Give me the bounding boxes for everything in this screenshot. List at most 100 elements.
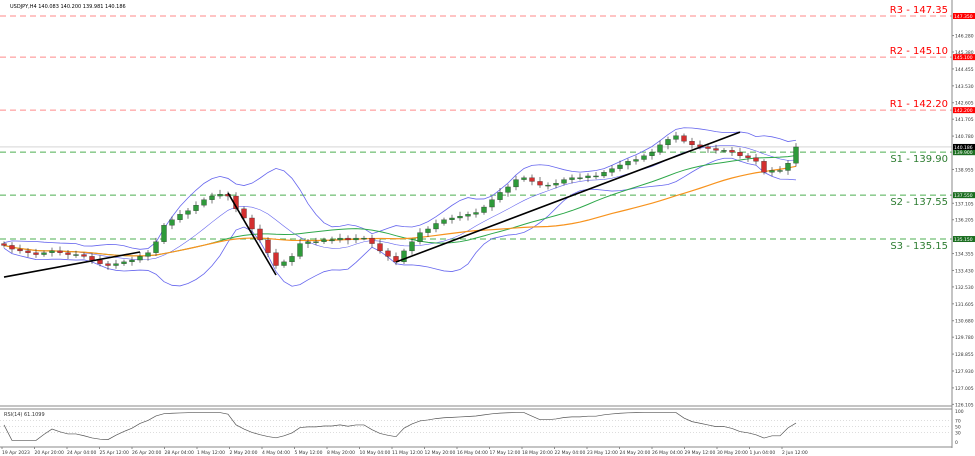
x-tick-label: 23 May 12:00: [587, 450, 618, 456]
x-tick-label: 19 Apr 2023: [2, 450, 30, 456]
chart-title: USDJPY,H4 140.083 140.200 139.981 140.18…: [10, 4, 126, 10]
level-price-box-label: 139.900: [954, 150, 973, 156]
level-label: R2 - 145.10: [890, 46, 948, 57]
x-tick-label: 4 May 04:00: [262, 450, 290, 456]
candle-body: [321, 239, 327, 242]
x-tick-label: 16 May 04:00: [457, 450, 488, 456]
candle-body: [113, 263, 119, 266]
x-tick-label: 29 May 12:00: [685, 450, 716, 456]
bollinger-middle: [3, 145, 797, 260]
candle-body: [385, 250, 391, 257]
level-price-box: [953, 192, 975, 199]
candle-body: [601, 172, 607, 177]
candle-body: [497, 192, 503, 200]
level-price-box: [953, 54, 975, 61]
rsi-line: [3, 412, 797, 441]
moving-average-slow: [3, 165, 797, 257]
y-tick-label: 140.780: [955, 134, 974, 140]
level-label: R3 - 147.35: [890, 5, 948, 16]
candle-body: [185, 210, 191, 215]
x-tick-label: 12 May 20:00: [425, 450, 456, 456]
candle-body: [257, 228, 263, 241]
candle-body: [553, 183, 559, 186]
level-price-box: [953, 107, 975, 114]
candle-body: [217, 194, 223, 197]
y-tick-label: 143.530: [955, 84, 974, 90]
candle-body: [297, 243, 303, 257]
candle-body: [617, 164, 623, 169]
candle-body: [465, 214, 471, 217]
candle-body: [369, 237, 375, 244]
level-label: S2 - 137.55: [890, 197, 948, 208]
candle-body: [489, 199, 495, 208]
y-tick-label: 137.105: [955, 201, 974, 207]
bollinger-upper: [3, 127, 797, 250]
candle-body: [609, 168, 615, 173]
y-tick-label: 142.605: [955, 101, 974, 107]
candle-body: [25, 250, 31, 253]
candle-body: [425, 228, 431, 233]
candle-body: [97, 259, 103, 264]
candle-body: [417, 232, 423, 242]
candle-body: [289, 256, 295, 263]
candle-body: [689, 141, 695, 146]
current-price-box: [953, 143, 975, 150]
candle-body: [481, 206, 487, 213]
candle-body: [521, 177, 527, 180]
x-tick-label: 2 May 20:00: [230, 450, 258, 456]
candle-body: [545, 184, 551, 187]
candle-body: [441, 219, 447, 224]
rsi-tick-label: 0: [955, 440, 958, 446]
candle-body: [209, 195, 215, 200]
candle-body: [633, 159, 639, 162]
level-price-box-label: 145.100: [954, 55, 973, 61]
level-price-box-label: 135.150: [954, 237, 973, 243]
x-tick-label: 2 Jun 12:00: [782, 450, 808, 456]
x-tick-label: 20 Apr 20:00: [35, 450, 64, 456]
level-price-box-label: 137.550: [954, 193, 973, 199]
rsi-label: RSI(14) 61.1099: [4, 412, 45, 418]
candle-body: [313, 241, 319, 243]
candle-body: [81, 254, 87, 257]
y-tick-label: 130.680: [955, 319, 974, 325]
candle-body: [785, 163, 791, 171]
y-tick-label: 128.855: [955, 352, 974, 358]
candle-body: [177, 214, 183, 220]
candle-body: [241, 208, 247, 219]
candle-body: [89, 256, 95, 261]
candle-body: [41, 252, 47, 255]
y-tick-label: 132.530: [955, 285, 974, 291]
candle-body: [625, 161, 631, 166]
candle-body: [793, 146, 799, 164]
candle-body: [57, 250, 63, 253]
x-tick-label: 18 May 20:00: [522, 450, 553, 456]
level-label: S1 - 139.90: [890, 154, 948, 165]
rsi-tick-label: 50: [955, 425, 961, 431]
candle-body: [17, 248, 23, 252]
x-tick-label: 26 Apr 20:00: [132, 450, 161, 456]
candle-body: [33, 252, 39, 255]
candle-body: [137, 256, 143, 261]
x-tick-label: 1 Jun 04:00: [750, 450, 776, 456]
candle-body: [729, 150, 735, 153]
candle-body: [409, 241, 415, 252]
level-price-box: [953, 13, 975, 19]
rsi-tick-label: 70: [955, 418, 961, 424]
level-price-box: [953, 236, 975, 243]
candle-body: [593, 175, 599, 178]
y-tick-label: 133.430: [955, 268, 974, 274]
moving-average-fast: [3, 154, 797, 257]
candle-body: [193, 205, 199, 211]
candle-body: [473, 212, 479, 215]
candle-body: [569, 177, 575, 180]
y-tick-label: 138.955: [955, 167, 974, 173]
x-tick-label: 28 Apr 04:00: [165, 450, 194, 456]
y-tick-label: 131.605: [955, 302, 974, 308]
candle-body: [449, 217, 455, 220]
candle-body: [777, 170, 783, 172]
candle-body: [713, 148, 719, 151]
x-tick-label: 26 May 04:00: [652, 450, 683, 456]
y-tick-label: 127.930: [955, 369, 974, 375]
y-tick-label: 127.005: [955, 386, 974, 392]
candle-body: [665, 139, 671, 146]
